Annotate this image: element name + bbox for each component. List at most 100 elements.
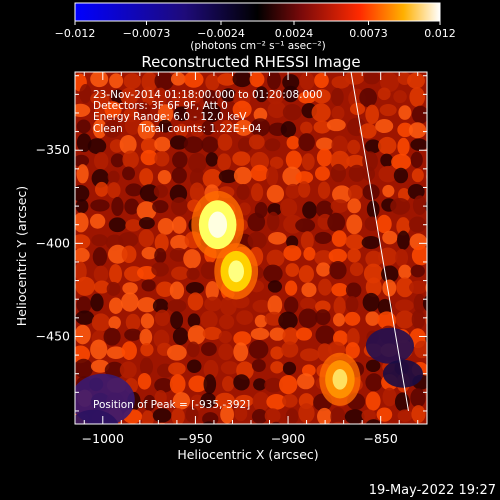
heatmap-blob bbox=[91, 234, 108, 247]
heatmap-blob bbox=[121, 341, 137, 361]
heatmap-blob bbox=[137, 120, 156, 140]
heatmap-blob bbox=[122, 166, 136, 181]
heatmap-blob bbox=[188, 375, 208, 393]
heatmap-blob bbox=[393, 90, 407, 104]
heatmap-blob bbox=[157, 169, 172, 185]
heatmap-blob bbox=[359, 123, 377, 139]
heatmap-blob bbox=[188, 152, 207, 173]
heatmap-blob bbox=[220, 405, 235, 424]
heatmap-blob bbox=[316, 262, 331, 277]
heatmap-blob bbox=[218, 330, 233, 344]
x-tick-label: −850 bbox=[364, 431, 398, 446]
heatmap-blob bbox=[300, 231, 314, 251]
heatmap-blob bbox=[172, 151, 188, 169]
heatmap-blob bbox=[154, 377, 173, 393]
heatmap-blob bbox=[397, 409, 413, 423]
heatmap-blob bbox=[90, 72, 109, 88]
heatmap-blob bbox=[314, 250, 334, 266]
heatmap-blob bbox=[186, 341, 200, 358]
heatmap-blob bbox=[190, 123, 205, 138]
heatmap-blob bbox=[286, 235, 299, 249]
heatmap-blob bbox=[365, 359, 381, 373]
heatmap-texture bbox=[75, 72, 446, 442]
heatmap-blob bbox=[425, 382, 427, 390]
heatmap-blob bbox=[141, 86, 155, 106]
heatmap-blob bbox=[157, 422, 167, 424]
heatmap-blob bbox=[347, 139, 361, 155]
heatmap-blob bbox=[425, 282, 427, 294]
heatmap-blob bbox=[264, 377, 283, 393]
heatmap-blob bbox=[183, 136, 204, 153]
heatmap-blob bbox=[250, 164, 269, 182]
heatmap-blob bbox=[183, 249, 201, 269]
heatmap-blob bbox=[124, 328, 142, 341]
heatmap-blob bbox=[233, 166, 252, 185]
heatmap-blob bbox=[118, 232, 139, 248]
heatmap-blob bbox=[393, 167, 409, 184]
heatmap-blob bbox=[281, 341, 299, 358]
heatmap-blob bbox=[377, 298, 392, 316]
heatmap-blob bbox=[398, 264, 412, 280]
heatmap-blob bbox=[411, 309, 426, 330]
heatmap-blob bbox=[173, 106, 191, 122]
heatmap-blob bbox=[344, 409, 365, 424]
heatmap-blob bbox=[232, 72, 252, 88]
heatmap-blob bbox=[379, 72, 400, 92]
heatmap-blob bbox=[376, 214, 392, 234]
heatmap-blob bbox=[365, 250, 383, 268]
heatmap-blob bbox=[75, 199, 89, 214]
heatmap-blob bbox=[254, 86, 269, 103]
heatmap-blob bbox=[122, 150, 139, 169]
heatmap-blob bbox=[269, 156, 284, 169]
heatmap-sources bbox=[191, 190, 361, 406]
heatmap-blob bbox=[428, 120, 446, 140]
heatmap-blob bbox=[152, 408, 172, 423]
colorbar-tick-label: 0.0073 bbox=[349, 27, 388, 40]
heatmap-blob bbox=[331, 87, 344, 107]
heatmap-blob bbox=[236, 310, 254, 325]
heatmap-blob bbox=[215, 392, 235, 408]
heatmap-blob bbox=[411, 105, 427, 124]
heatmap-blob bbox=[318, 423, 324, 424]
heatmap-blob bbox=[413, 293, 426, 313]
heatmap-blob bbox=[283, 245, 302, 261]
heatmap-blob bbox=[300, 348, 320, 362]
heatmap-blob bbox=[365, 419, 382, 424]
heatmap-blob bbox=[282, 103, 302, 121]
heatmap-blob bbox=[266, 211, 280, 231]
heatmap-blob bbox=[282, 166, 302, 186]
x-tick-label: −950 bbox=[178, 431, 212, 446]
heatmap-blob bbox=[75, 103, 91, 117]
heatmap-blob bbox=[153, 184, 168, 198]
heatmap-blob bbox=[269, 327, 286, 341]
heatmap-blob bbox=[298, 133, 315, 152]
heatmap-blob bbox=[79, 84, 92, 104]
heatmap-blob bbox=[300, 297, 317, 310]
heatmap-blob bbox=[397, 122, 413, 138]
heatmap-blob bbox=[238, 424, 250, 442]
heatmap-blob bbox=[90, 199, 110, 212]
heatmap-blob bbox=[136, 201, 157, 221]
heatmap-blob bbox=[365, 311, 380, 326]
heatmap-blob bbox=[106, 281, 121, 296]
heatmap-blob bbox=[299, 72, 315, 90]
heatmap-blob bbox=[312, 89, 331, 104]
heatmap-blob bbox=[171, 407, 185, 424]
heatmap-blob bbox=[171, 266, 190, 281]
heatmap-blob bbox=[397, 137, 410, 156]
heatmap-blob bbox=[285, 183, 301, 199]
heatmap-blob bbox=[249, 72, 265, 88]
heatmap-blob bbox=[252, 299, 272, 313]
heatmap-blob bbox=[282, 74, 300, 91]
heatmap-blob bbox=[152, 200, 169, 214]
heatmap-blob bbox=[166, 344, 187, 361]
annotation-peak-position: Position of Peak = [-935,-392] bbox=[93, 399, 250, 411]
heatmap-blob bbox=[236, 183, 250, 200]
colorbar-gradient bbox=[74, 2, 441, 22]
heatmap-blob bbox=[301, 153, 315, 171]
heatmap-blob bbox=[296, 327, 313, 341]
heatmap-blob bbox=[317, 407, 332, 424]
heatmap-blob bbox=[303, 246, 316, 261]
heatmap-blob bbox=[430, 107, 443, 119]
heatmap-blob bbox=[94, 181, 109, 197]
